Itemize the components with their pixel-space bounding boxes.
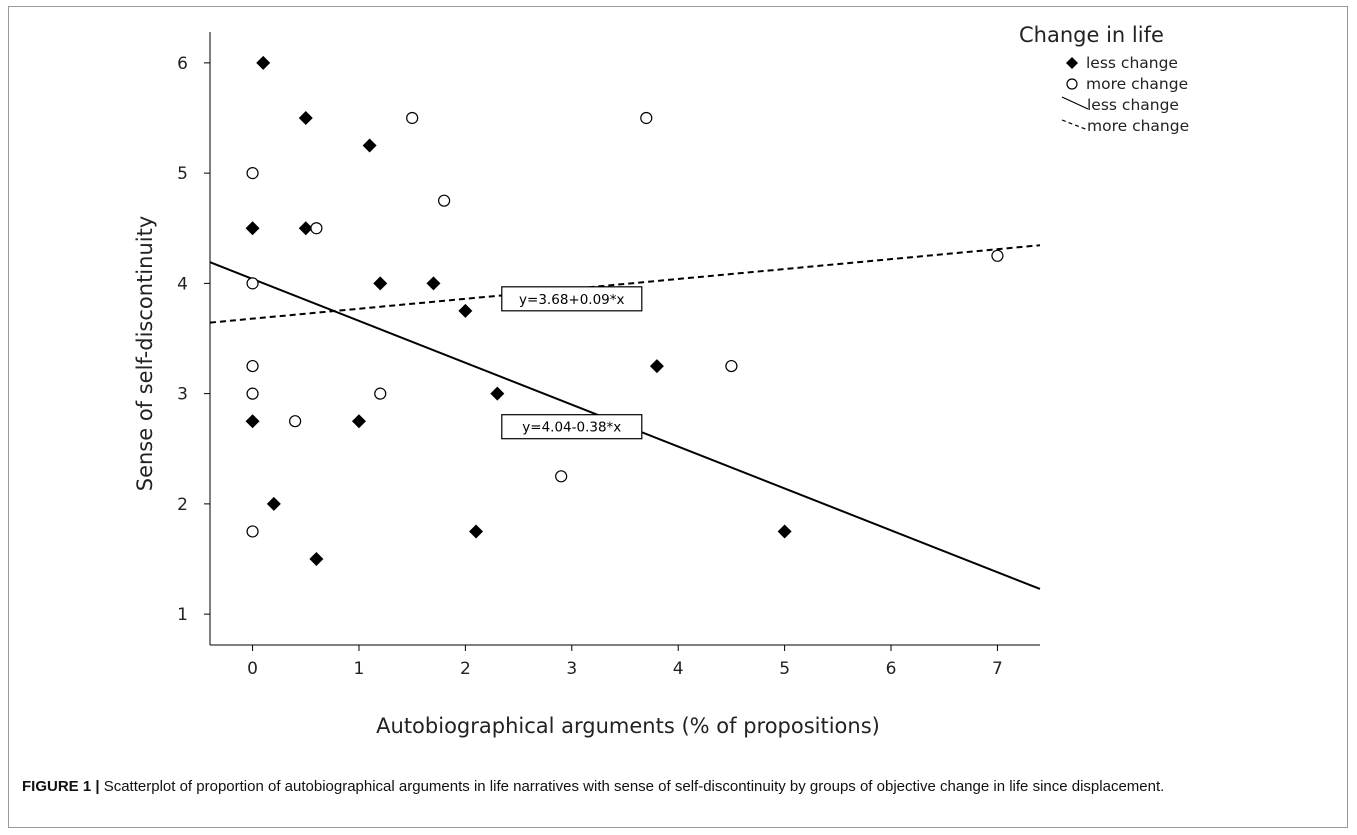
fit-label-box xyxy=(501,286,643,312)
point-more-change xyxy=(374,387,387,400)
legend-label: less change xyxy=(1086,54,1178,72)
axes: 0 1 2 3 4 5 6 7 1 2 3 4 5 6 Autobiographical arguments… xyxy=(133,32,1040,738)
x-tick-label: 6 xyxy=(886,659,897,679)
point-more-change xyxy=(246,167,259,180)
point-less-change xyxy=(351,414,366,429)
fit-label-box xyxy=(501,414,643,440)
legend-diamond-icon xyxy=(1066,57,1078,69)
y-tick-label: 2 xyxy=(177,495,188,515)
scatter-chart: 0 1 2 3 4 5 6 7 1 2 3 4 5 6 Autobiographical arguments… xyxy=(133,23,1189,738)
point-less-change xyxy=(298,221,313,236)
legend-dashed-line-icon xyxy=(1061,119,1089,131)
y-tick-label: 5 xyxy=(177,164,188,184)
fit-label-less-change: y=4.04-0.38*x xyxy=(501,414,643,440)
y-tick-label: 3 xyxy=(177,385,188,405)
x-tick-label: 3 xyxy=(566,659,577,679)
legend-circle-icon xyxy=(1066,78,1078,90)
legend-label: more change xyxy=(1086,75,1188,93)
point-more-change xyxy=(725,359,738,373)
fit-label-text: y=3.68+0.09*x xyxy=(519,292,624,308)
point-less-change xyxy=(469,524,484,539)
point-less-change xyxy=(426,276,441,291)
point-more-change xyxy=(289,415,302,428)
point-more-change xyxy=(438,194,451,207)
legend-item: less change xyxy=(1061,96,1179,114)
x-tick-label: 7 xyxy=(992,659,1003,679)
point-less-change xyxy=(362,138,377,153)
point-more-change xyxy=(555,470,568,483)
point-more-change xyxy=(640,111,653,125)
figure-frame xyxy=(8,6,1348,828)
figure-caption: FIGURE 1 | Scatterplot of proportion of … xyxy=(22,776,1332,798)
y-tick-label: 1 xyxy=(177,605,188,625)
y-axis-label: Sense of self-discontinuity xyxy=(133,216,157,492)
legend-item: more change xyxy=(1066,75,1188,93)
legend-item: more change xyxy=(1061,117,1189,135)
fit-line-more-change xyxy=(209,244,1041,324)
y-tick-label: 4 xyxy=(177,274,188,294)
point-less-change xyxy=(245,221,260,236)
x-tick-label: 5 xyxy=(779,659,790,679)
legend-label: more change xyxy=(1087,117,1189,135)
x-tick-label: 0 xyxy=(247,659,258,679)
point-less-change xyxy=(490,386,505,401)
caption-label: FIGURE 1 | xyxy=(22,778,100,795)
legend-label: less change xyxy=(1087,96,1179,114)
legend-item: less change xyxy=(1066,54,1178,72)
caption-text: Scatterplot of proportion of autobiograp… xyxy=(99,778,1165,795)
legend-solid-line-icon xyxy=(1061,96,1089,110)
point-less-change xyxy=(373,276,388,291)
point-more-change xyxy=(406,111,419,125)
point-more-change xyxy=(246,525,259,538)
point-less-change xyxy=(245,414,260,429)
point-more-change xyxy=(246,277,259,290)
legend: Change in life less change more change less… xyxy=(1019,23,1189,135)
x-tick-label: 4 xyxy=(673,659,684,679)
point-more-change xyxy=(246,359,259,373)
x-axis-label: Autobiographical arguments (% of proposi… xyxy=(376,714,880,738)
point-less-change xyxy=(298,110,313,125)
legend-title: Change in life xyxy=(1019,23,1164,47)
point-more-change xyxy=(310,222,323,235)
point-less-change xyxy=(649,359,664,374)
point-more-change xyxy=(246,387,259,400)
point-less-change xyxy=(777,524,792,539)
point-more-change xyxy=(991,249,1004,262)
fit-label-text: y=4.04-0.38*x xyxy=(522,420,621,436)
point-less-change xyxy=(266,496,281,511)
x-tick-label: 2 xyxy=(460,659,471,679)
y-tick-label: 6 xyxy=(177,54,188,74)
point-less-change xyxy=(256,55,271,70)
point-less-change xyxy=(458,303,473,318)
x-tick-label: 1 xyxy=(354,659,365,679)
data-points xyxy=(245,55,1004,567)
point-less-change xyxy=(309,552,324,567)
regression-labels: y=3.68+0.09*x y=4.04-0.38*x xyxy=(501,286,643,440)
fit-label-more-change: y=3.68+0.09*x xyxy=(501,286,643,312)
